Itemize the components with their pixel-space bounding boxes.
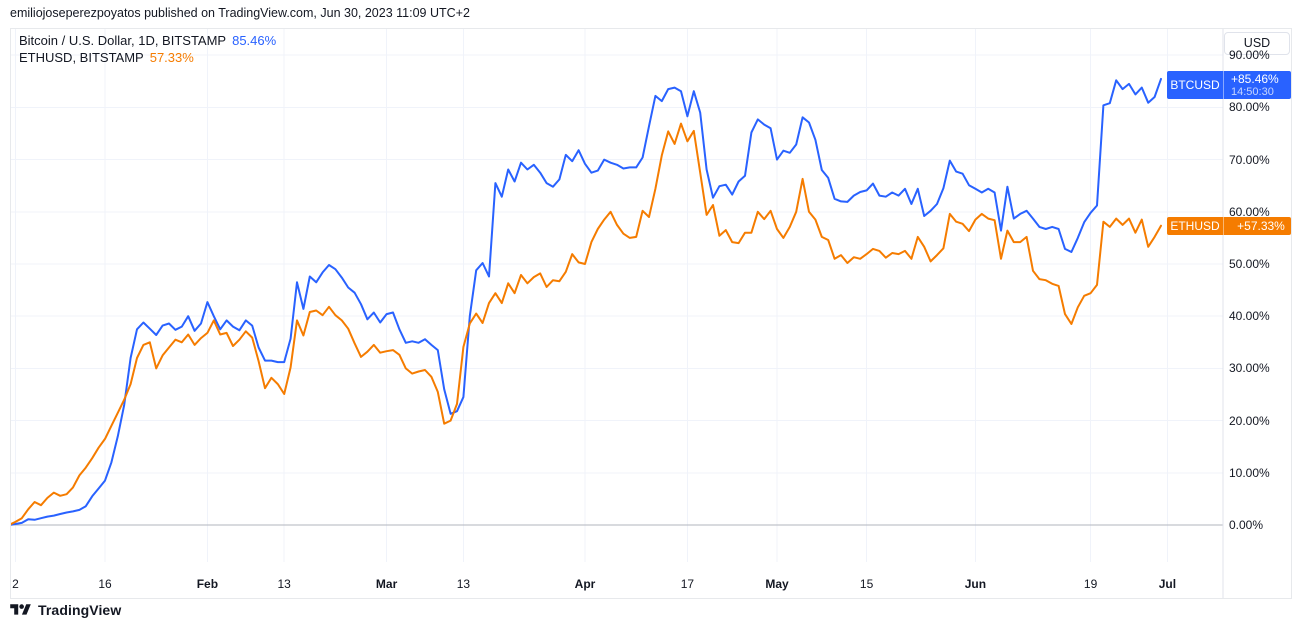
eth-price-badge[interactable]: ETHUSD +57.33% <box>1167 217 1291 235</box>
price-axis-label: 90.00% <box>1229 48 1270 63</box>
time-axis-label: 15 <box>859 577 874 591</box>
time-axis-label: 13 <box>456 577 471 591</box>
legend-row-btc[interactable]: Bitcoin / U.S. Dollar, 1D, BITSTAMP 85.46… <box>19 32 276 49</box>
price-axis-label: 10.00% <box>1229 465 1270 480</box>
price-axis-label: 50.00% <box>1229 257 1270 271</box>
price-axis-label: 0.00% <box>1229 518 1264 532</box>
tradingview-logo-icon <box>10 604 31 615</box>
chart-card: Bitcoin / U.S. Dollar, 1D, BITSTAMP 85.46… <box>10 28 1292 599</box>
price-axis-label: 60.00% <box>1229 204 1270 219</box>
time-axis-label: Feb <box>196 577 219 591</box>
btc-badge-value: +85.46% <box>1231 71 1279 86</box>
price-chart[interactable] <box>11 29 1291 598</box>
tradingview-footer[interactable]: TradingView <box>10 602 121 618</box>
attribution-text: emiliojoseperezpoyatos published on Trad… <box>10 6 470 20</box>
tradingview-logo-text: TradingView <box>38 602 122 618</box>
price-axis-label: 40.00% <box>1229 309 1270 324</box>
price-axis-label: 80.00% <box>1229 100 1270 115</box>
time-axis-label: 17 <box>680 577 695 591</box>
price-axis-label: 70.00% <box>1229 152 1270 167</box>
time-axis-label: 16 <box>98 577 112 591</box>
legend-eth-value: 57.33% <box>149 50 194 65</box>
legend-row-eth[interactable]: ETHUSD, BITSTAMP 57.33% <box>19 49 276 66</box>
time-axis-label: Jun <box>964 577 987 591</box>
chart-legend: Bitcoin / U.S. Dollar, 1D, BITSTAMP 85.46… <box>19 32 276 66</box>
ethusd-line[interactable] <box>11 122 1162 526</box>
legend-btc-value: 85.46% <box>232 33 277 48</box>
legend-btc-label: Bitcoin / U.S. Dollar, 1D, BITSTAMP <box>19 33 227 48</box>
time-axis-label: 19 <box>1083 577 1098 591</box>
btcusd-line[interactable] <box>11 77 1162 526</box>
btc-badge-countdown: 14:50:30 <box>1231 85 1274 98</box>
btc-badge-symbol: BTCUSD <box>1167 71 1224 99</box>
time-axis-label: Apr <box>574 577 596 591</box>
time-axis-label: Mar <box>375 577 398 591</box>
eth-badge-value: +57.33% <box>1237 218 1285 233</box>
legend-eth-label: ETHUSD, BITSTAMP <box>19 50 144 65</box>
currency-unit-button[interactable]: USD <box>1224 32 1290 55</box>
time-axis-label: May <box>765 577 789 591</box>
time-axis-label: 2 <box>12 577 19 591</box>
time-axis-label: Jul <box>1158 577 1177 591</box>
eth-badge-symbol: ETHUSD <box>1167 217 1224 235</box>
btc-price-badge[interactable]: BTCUSD +85.46% 14:50:30 <box>1167 71 1291 99</box>
price-axis-label: 30.00% <box>1229 361 1270 376</box>
price-axis-label: 20.00% <box>1229 413 1270 428</box>
time-axis-label: 13 <box>277 577 291 591</box>
